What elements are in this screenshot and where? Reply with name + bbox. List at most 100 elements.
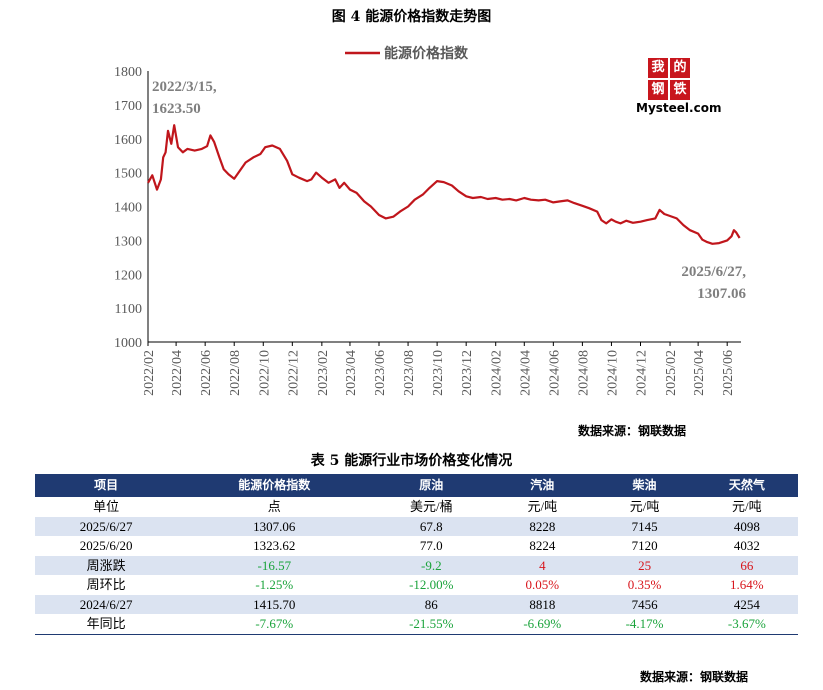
mysteel-logo: 我 的 钢 铁 Mysteel.com <box>636 58 721 115</box>
legend-label: 能源价格指数 <box>384 45 469 62</box>
x-tick-label: 2024/02 <box>490 350 505 396</box>
table-header-cell: 柴油 <box>593 474 696 497</box>
y-axis: 1000 1100 1200 1300 1400 1500 1600 1700 1800 <box>114 65 149 351</box>
table-row: 单位 点 美元/桶 元/吨 元/吨 元/吨 <box>35 497 798 517</box>
x-tick-label: 2025/06 <box>721 350 736 396</box>
x-tick-label: 2022/08 <box>228 350 243 396</box>
table-cell: 单位 <box>93 499 120 515</box>
x-tick-label: 2024/04 <box>518 350 533 396</box>
table-cell: 86 <box>371 594 492 614</box>
table-row: 2025/6/27 1307.06 67.8 8228 7145 4098 <box>35 516 798 536</box>
table-cell: 4032 <box>733 538 760 554</box>
y-tick-label: 1400 <box>114 201 142 216</box>
table-cell: 66 <box>695 555 798 575</box>
table-cell: 7145 <box>593 516 696 536</box>
y-tick-label: 1200 <box>114 268 142 283</box>
y-tick-label: 1500 <box>114 167 142 182</box>
table-cell: 7120 <box>631 538 658 554</box>
x-tick-label: 2022/06 <box>199 350 214 396</box>
table-cell: -6.69% <box>491 614 594 635</box>
x-tick-label: 2023/06 <box>373 350 388 396</box>
x-tick-label: 2023/10 <box>431 350 446 396</box>
table-cell: -9.2 <box>371 555 492 575</box>
table-header-cell: 汽油 <box>491 474 594 497</box>
y-tick-label: 1300 <box>114 234 142 249</box>
logo-char-3: 钢 <box>648 80 668 100</box>
table-header-cell: 天然气 <box>695 474 798 497</box>
table-title: 表 5 能源行业市场价格变化情况 <box>310 453 513 469</box>
x-tick-label: 2022/02 <box>142 350 157 396</box>
table-cell: -4.17% <box>593 614 696 635</box>
table-cell: -12.00% <box>409 577 454 593</box>
x-tick-label: 2022/12 <box>286 350 301 396</box>
logo-char-4: 铁 <box>670 80 690 100</box>
data-source-label: 数据来源：钢联数据 <box>578 424 687 438</box>
table-cell: 年同比 <box>35 614 178 635</box>
table-cell: 77.0 <box>419 538 443 554</box>
annotation-label: 2025/6/27, <box>681 264 746 280</box>
table-cell: 0.35% <box>627 577 662 593</box>
series-line <box>147 124 741 245</box>
x-tick-label: 2023/08 <box>402 350 417 396</box>
table-header-cell: 项目 <box>35 474 178 497</box>
x-tick-label: 2022/04 <box>170 350 185 396</box>
table-cell: 7456 <box>593 594 696 614</box>
table-cell: 元/吨 <box>629 499 660 515</box>
table-cell: 元/吨 <box>527 499 558 515</box>
y-tick-label: 1800 <box>114 65 142 80</box>
x-tick-label: 2023/12 <box>460 350 475 396</box>
table-header-row: 项目 能源价格指数 原油 汽油 柴油 天然气 <box>35 474 798 497</box>
table-cell: 4 <box>491 555 594 575</box>
table-cell: 4254 <box>695 594 798 614</box>
table-row: 周涨跌 -16.57 -9.2 4 25 66 <box>35 555 798 575</box>
y-tick-label: 1100 <box>115 302 142 317</box>
table-row: 年同比 -7.67% -21.55% -6.69% -4.17% -3.67% <box>35 614 798 635</box>
annotation-label: 1623.50 <box>152 101 201 117</box>
table-cell: 1307.06 <box>177 516 372 536</box>
table-cell: -7.67% <box>177 614 372 635</box>
table-cell: 1.64% <box>730 577 764 593</box>
table-cell: 8818 <box>491 594 594 614</box>
table-cell: 周涨跌 <box>35 555 178 575</box>
table-header-cell: 原油 <box>371 474 492 497</box>
x-tick-label: 2023/04 <box>344 350 359 396</box>
figure-title: 图 4 能源价格指数走势图 <box>331 9 492 25</box>
table-cell: 2025/6/27 <box>35 516 178 536</box>
y-tick-label: 1700 <box>114 99 142 114</box>
table-cell: 美元/桶 <box>409 499 453 515</box>
table-cell: 0.05% <box>525 577 560 593</box>
table-cell: -16.57 <box>177 555 372 575</box>
x-tick-label: 2024/10 <box>605 350 620 396</box>
annotation-label: 2022/3/15, <box>152 79 217 95</box>
table-row: 2025/6/20 1323.62 77.0 8224 7120 4032 <box>35 536 798 556</box>
table-row: 周环比 -1.25% -12.00% 0.05% 0.35% 1.64% <box>35 575 798 595</box>
x-tick-label: 2025/02 <box>664 350 679 396</box>
x-axis: 2022/02 2022/04 2022/06 2022/08 2022/10 2022/… <box>142 341 741 396</box>
table-cell: 2025/6/20 <box>79 538 133 554</box>
annotation-label: 1307.06 <box>697 286 746 302</box>
table-cell: 点 <box>267 499 281 515</box>
x-tick-label: 2025/04 <box>692 350 707 396</box>
x-tick-label: 2022/10 <box>257 350 272 396</box>
legend: 能源价格指数 <box>345 45 469 62</box>
table-cell: 8224 <box>529 538 556 554</box>
table-cell: 25 <box>593 555 696 575</box>
series-layer <box>147 124 741 245</box>
x-tick-label: 2024/06 <box>547 350 562 396</box>
table-cell: -3.67% <box>695 614 798 635</box>
table-row: 2024/6/27 1415.70 86 8818 7456 4254 <box>35 594 798 614</box>
table-cell: 1415.70 <box>177 594 372 614</box>
logo-char-1: 我 <box>648 58 668 78</box>
table-cell: 元/吨 <box>732 499 762 515</box>
table-cell: 4098 <box>695 516 798 536</box>
table-cell: -1.25% <box>255 577 294 593</box>
table-cell: -21.55% <box>371 614 492 635</box>
annotations: 2022/3/15, 1623.50 2025/6/27, 1307.06 <box>152 79 747 302</box>
x-tick-label: 2024/12 <box>634 350 649 396</box>
table-cell: 67.8 <box>371 516 492 536</box>
table-cell: 8228 <box>491 516 594 536</box>
table-header-cell: 能源价格指数 <box>177 474 372 497</box>
x-tick-label: 2023/02 <box>316 350 331 396</box>
price-table: 项目 能源价格指数 原油 汽油 柴油 天然气 单位点美元/桶 元/吨 元/吨 元/吨 2025/6… <box>35 474 798 635</box>
logo-text: Mysteel.com <box>636 101 722 115</box>
